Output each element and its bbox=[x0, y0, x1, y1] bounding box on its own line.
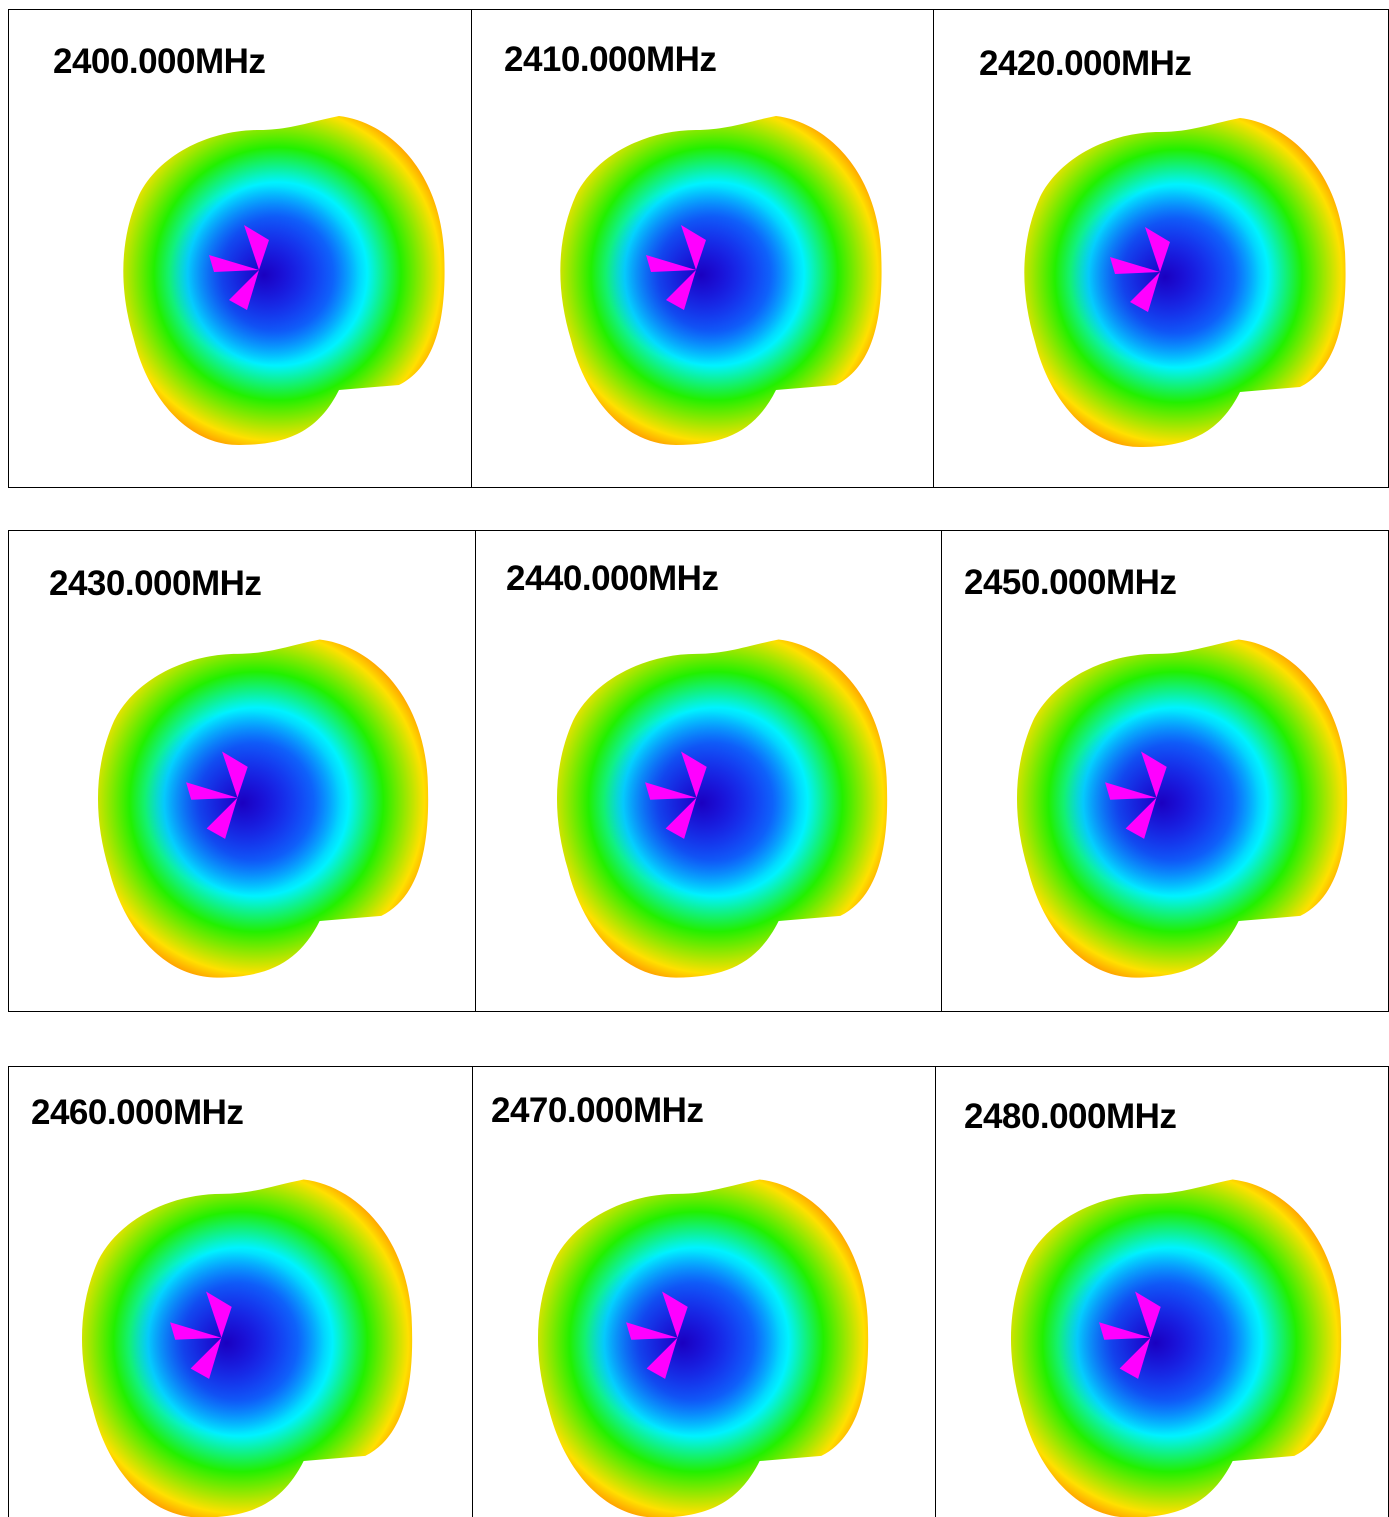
pattern-core bbox=[603, 710, 800, 896]
null-region bbox=[170, 1291, 232, 1379]
frequency-label: 2430.000MHz bbox=[49, 564, 262, 603]
frequency-label: 2450.000MHz bbox=[964, 563, 1177, 602]
pattern-core bbox=[1070, 187, 1260, 367]
pattern-panel: 2450.000MHz bbox=[941, 531, 1388, 1011]
frequency-label: 2470.000MHz bbox=[491, 1091, 704, 1130]
pattern-panel: 2400.000MHz bbox=[9, 10, 471, 487]
null-region bbox=[645, 751, 707, 839]
pattern-row-1: 2400.000MHz 2410.000MHz 2420.000MHz bbox=[8, 9, 1389, 488]
pattern-panel: 2470.000MHz bbox=[472, 1067, 935, 1517]
null-region bbox=[1110, 227, 1170, 312]
radiation-pattern-icon bbox=[537, 1179, 869, 1517]
pattern-panel: 2430.000MHz bbox=[9, 531, 475, 1011]
radiation-pattern-icon bbox=[81, 1179, 413, 1517]
pattern-core bbox=[169, 185, 359, 365]
pattern-panel: 2420.000MHz bbox=[933, 10, 1388, 487]
radiation-pattern-icon bbox=[556, 639, 888, 978]
pattern-core bbox=[584, 1250, 781, 1436]
radiation-pattern-icon bbox=[97, 639, 429, 978]
pattern-panel: 2440.000MHz bbox=[475, 531, 941, 1011]
null-region bbox=[209, 225, 269, 310]
null-region bbox=[646, 225, 706, 310]
frequency-label: 2400.000MHz bbox=[53, 42, 266, 81]
pattern-row-2: 2430.000MHz 2440.000MHz 2450.000MHz bbox=[8, 530, 1389, 1012]
pattern-panel: 2460.000MHz bbox=[9, 1067, 472, 1517]
pattern-row-3: 2460.000MHz 2470.000MHz 2480.000MHz bbox=[8, 1066, 1389, 1517]
frequency-label: 2480.000MHz bbox=[964, 1097, 1177, 1136]
pattern-core bbox=[1057, 1250, 1254, 1436]
frequency-label: 2410.000MHz bbox=[504, 40, 717, 79]
null-region bbox=[1105, 751, 1167, 839]
radiation-pattern-icon bbox=[1016, 639, 1348, 978]
radiation-pattern-icon bbox=[1010, 1179, 1342, 1517]
null-region bbox=[1099, 1291, 1161, 1379]
pattern-panel: 2480.000MHz bbox=[935, 1067, 1388, 1517]
radiation-pattern-icon bbox=[560, 116, 882, 445]
radiation-pattern-icon bbox=[1024, 118, 1346, 447]
frequency-label: 2460.000MHz bbox=[31, 1093, 244, 1132]
null-region bbox=[626, 1291, 688, 1379]
pattern-panel: 2410.000MHz bbox=[471, 10, 933, 487]
frequency-label: 2420.000MHz bbox=[979, 44, 1192, 83]
radiation-pattern-icon bbox=[123, 116, 445, 445]
frequency-label: 2440.000MHz bbox=[506, 559, 719, 598]
null-region bbox=[186, 751, 248, 839]
pattern-core bbox=[606, 185, 796, 365]
pattern-core bbox=[128, 1250, 325, 1436]
pattern-core bbox=[1063, 710, 1260, 896]
pattern-core bbox=[144, 710, 341, 896]
